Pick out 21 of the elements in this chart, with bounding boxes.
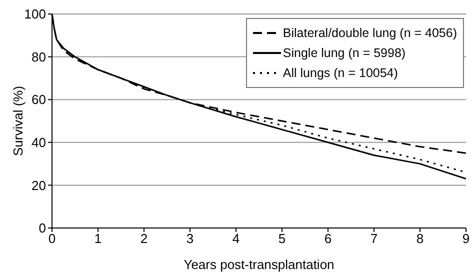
x-tick-label: 8	[416, 231, 424, 246]
legend-label: Bilateral/double lung (n = 4056)	[282, 25, 457, 42]
x-tick-label: 9	[462, 231, 470, 246]
x-tick-label: 4	[232, 231, 240, 246]
y-axis-title: Survival (%)	[10, 86, 26, 156]
legend-label: All lungs (n = 10054)	[282, 65, 398, 82]
y-tick-label: 0	[38, 220, 46, 236]
x-axis-title: Years post-transplantation	[184, 257, 334, 272]
legend-label: Single lung (n = 5998)	[282, 45, 406, 62]
x-tick-label: 1	[94, 231, 102, 246]
x-tick-label: 3	[186, 231, 194, 246]
x-tick-label: 2	[140, 231, 148, 246]
x-tick-label: 6	[324, 231, 332, 246]
y-tick-label: 20	[32, 178, 46, 193]
x-tick-label: 7	[370, 231, 378, 246]
x-tick-label: 5	[278, 231, 286, 246]
y-tick-label: 60	[32, 92, 46, 108]
y-tick-label: 100	[24, 6, 46, 22]
y-tick-label: 40	[32, 135, 46, 150]
y-tick-label: 80	[32, 49, 46, 64]
x-tick-label: 0	[48, 231, 56, 246]
